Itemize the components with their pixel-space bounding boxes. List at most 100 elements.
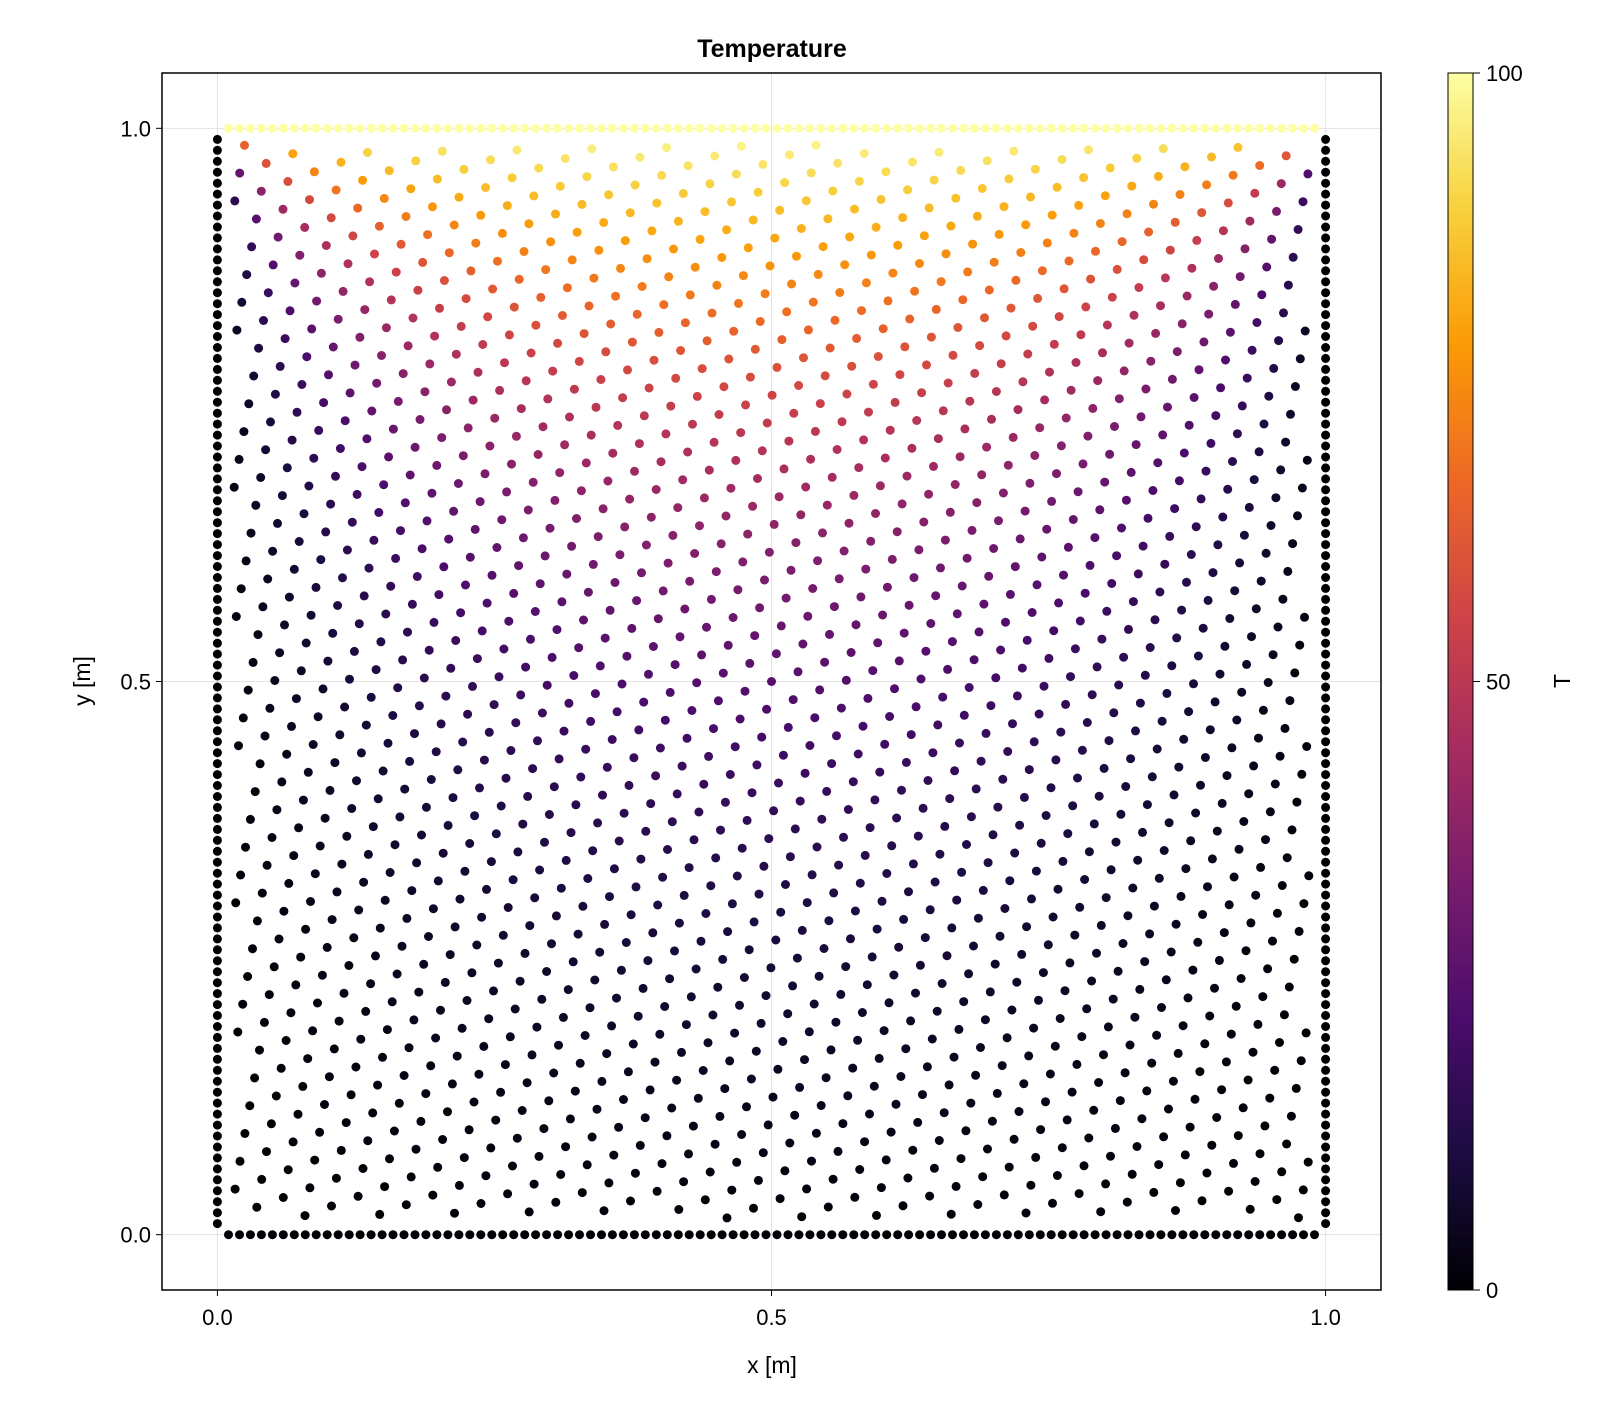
scatter-point [1117,237,1127,247]
scatter-point [212,682,222,692]
scatter-point [602,1049,612,1059]
scatter-point [919,231,929,241]
scatter-point [437,433,447,443]
scatter-point [1240,244,1250,254]
scatter-point [1272,908,1282,918]
scatter-point [1196,780,1205,790]
scatter-point [337,859,347,869]
scatter-point [959,997,969,1007]
scatter-point [987,414,996,424]
scatter-point [1195,1067,1205,1077]
scatter-point [520,123,530,133]
scatter-point [263,288,273,298]
scatter-point [1202,180,1212,190]
scatter-point [319,398,329,408]
scatter-point [462,996,472,1005]
scatter-point [1310,123,1319,133]
scatter-point [1087,690,1097,700]
scatter-point [1079,1161,1089,1171]
scatter-point [267,1230,277,1240]
scatter-point [899,628,909,638]
scatter-point [558,1012,568,1022]
scatter-point [1078,459,1088,469]
scatter-point [433,876,443,886]
scatter-point [544,1096,554,1106]
scatter-point [614,836,624,846]
scatter-point [634,439,644,449]
scatter-point [739,123,749,133]
scatter-point [316,555,326,565]
scatter-point [381,609,391,619]
scatter-point [1088,403,1098,413]
scatter-point [1080,875,1090,884]
scatter-point [1256,576,1266,586]
scatter-point [918,1090,927,1100]
scatter-point [284,878,294,888]
scatter-point [888,268,898,278]
scatter-point [738,271,748,281]
scatter-point [232,325,242,335]
scatter-point [632,309,642,319]
scatter-point [809,999,819,1009]
scatter-point [753,474,762,483]
scatter-point [1038,968,1048,978]
scatter-point [487,123,497,133]
scatter-point [1245,216,1255,226]
scatter-point [596,375,606,384]
scatter-point [640,1230,650,1240]
scatter-point [266,417,275,427]
scatter-point [1063,829,1073,839]
scatter-point [999,1190,1009,1200]
scatter-point [511,718,521,728]
scatter-point [1178,1230,1188,1240]
scatter-point [555,181,565,191]
scatter-point [1062,1115,1072,1125]
scatter-point [662,143,671,153]
scatter-point [1056,727,1066,737]
scatter-point [1054,312,1064,322]
scatter-point [798,639,808,649]
scatter-point [805,1230,815,1240]
scatter-point [1250,188,1260,198]
scatter-point [556,883,566,893]
scatter-point [790,824,800,834]
scatter-point [713,696,723,706]
scatter-point [780,1166,790,1176]
scatter-point [616,263,625,273]
scatter-point [841,675,851,685]
scatter-point [212,1197,222,1207]
scatter-point [320,1100,329,1109]
scatter-point [1233,142,1243,152]
scatter-point [231,612,241,621]
scatter-point [873,638,883,648]
scatter-point [887,841,897,851]
scatter-point [483,312,493,322]
scatter-point [1202,1168,1212,1178]
scatter-point [866,250,876,260]
scatter-point [940,821,950,831]
scatter-point [1094,791,1104,801]
scatter-point [1321,452,1331,462]
scatter-point [1134,123,1144,133]
scatter-point [1321,1022,1331,1031]
scatter-point [339,988,349,998]
scatter-point [212,934,222,944]
scatter-point [618,123,628,133]
scatter-point [636,854,646,864]
scatter-point [737,843,747,853]
scatter-point [1321,408,1331,418]
scatter-point [281,1036,291,1045]
scatter-point [212,759,222,769]
scatter-point [625,208,635,218]
scatter-point [660,1002,670,1011]
scatter-point [1211,411,1221,421]
scatter-point [594,245,604,255]
scatter-point [767,390,777,400]
x-tick-label: 0.0 [202,1305,233,1330]
scatter-point [875,767,885,777]
scatter-point [356,1034,366,1044]
scatter-point [872,1210,881,1220]
scatter-point [597,123,606,133]
